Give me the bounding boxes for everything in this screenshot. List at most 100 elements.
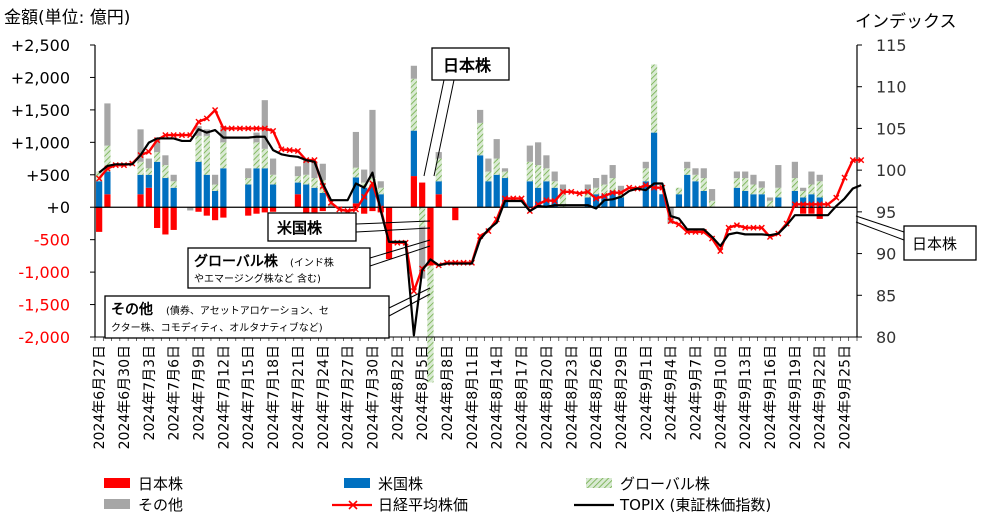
x-tick-label: 2024年7月6日 — [167, 345, 183, 440]
bar-us — [294, 182, 302, 195]
x-tick-label: 2024年9月16日 — [763, 345, 779, 449]
bar-gl — [733, 178, 741, 188]
bar-ot — [211, 174, 219, 185]
bar-gl — [750, 184, 757, 195]
bar-jp — [96, 207, 103, 232]
x-tick-label: 2024年7月24日 — [316, 345, 332, 449]
nikkei-marker — [278, 146, 285, 153]
bar-ot — [742, 171, 749, 179]
left-tick-label: +2,000 — [11, 68, 70, 87]
x-tick-label: 2024年7月21日 — [291, 345, 307, 449]
bar-ot — [170, 174, 177, 182]
bar-ot — [327, 203, 335, 208]
bar-ot — [311, 161, 318, 179]
bar-us — [303, 184, 310, 208]
bar-ot — [684, 161, 691, 169]
bar-us — [211, 191, 219, 208]
nikkei-marker — [758, 224, 765, 231]
bar-us — [253, 168, 260, 208]
nikkei-marker — [642, 182, 649, 189]
bar-us — [791, 191, 798, 208]
bar-jp — [211, 207, 219, 221]
bar-gl — [211, 184, 219, 191]
bar-ot — [410, 65, 417, 79]
bar-ot — [154, 139, 161, 153]
bar-us — [584, 197, 591, 208]
bar-gl — [361, 182, 368, 188]
bar-ot — [361, 169, 368, 183]
nikkei-marker — [667, 217, 674, 225]
bar-ot — [800, 187, 807, 191]
nikkei-marker — [170, 132, 177, 139]
bar-jp — [385, 207, 393, 260]
nikkei-marker — [336, 206, 343, 213]
left-tick-label: +0 — [46, 198, 70, 217]
bar-ot — [642, 161, 649, 169]
bar-jp — [137, 194, 144, 208]
bar-ot — [758, 181, 765, 188]
bar-ot — [245, 168, 252, 179]
bar-us — [775, 197, 782, 208]
nikkei-marker — [261, 125, 268, 132]
bar-ot — [584, 184, 591, 191]
x-tick-label: 2024年9月10日 — [713, 345, 729, 449]
bar-us — [311, 187, 318, 208]
annotation-global-sub1: (インド株 — [290, 256, 334, 269]
bar-ot — [617, 185, 625, 193]
bar-jp — [800, 207, 807, 214]
bar-gl — [410, 78, 417, 131]
bar-us — [369, 185, 376, 208]
bar-jp — [361, 207, 368, 214]
bar-jp — [410, 176, 417, 208]
bar-jp — [145, 187, 152, 208]
bar-ot — [700, 168, 707, 179]
bar-jp — [162, 207, 169, 235]
left-tick-label: -1,500 — [18, 296, 70, 315]
x-tick-label: 2024年8月29日 — [614, 345, 630, 449]
legend-item-nikkei: 日経平均株価 — [332, 496, 468, 514]
bar-us — [137, 174, 144, 195]
bar-gl — [137, 161, 144, 175]
nikkei-marker — [858, 157, 865, 164]
legend-label-gl: グローバル株 — [620, 475, 710, 493]
x-tick-label: 2024年9月25日 — [838, 345, 854, 449]
nikkei-marker — [286, 147, 293, 154]
bar-us — [700, 191, 707, 208]
bar-ot — [377, 181, 384, 188]
nikkei-marker — [361, 193, 368, 200]
bar-ot — [419, 226, 426, 279]
bar-ot — [104, 103, 111, 146]
legend-item-us: 米国株 — [344, 475, 423, 493]
nikkei-marker — [269, 127, 277, 135]
bar-ot — [261, 100, 268, 149]
bar-us — [261, 168, 268, 208]
bar-ot — [609, 165, 616, 179]
bar-us — [319, 192, 326, 208]
nikkei-marker — [228, 125, 235, 132]
bar-gl — [203, 135, 210, 175]
right-tick-label: 90 — [876, 245, 896, 264]
annotation-japan-right-label: 日本株 — [912, 235, 957, 253]
bar-gl — [170, 181, 177, 188]
bar-jp — [311, 207, 318, 213]
bar-ot — [493, 139, 500, 159]
nikkei-marker — [410, 288, 417, 295]
bar-us — [800, 197, 807, 208]
left-axis-title: 金額(単位: 億円) — [4, 8, 130, 28]
bar-gl — [154, 152, 161, 162]
nikkei-marker — [824, 201, 832, 208]
bar-us — [245, 184, 252, 208]
bar-ot — [477, 109, 484, 123]
nikkei-marker — [849, 157, 856, 164]
left-tick-label: -500 — [34, 231, 70, 250]
left-tick-label: +2,500 — [11, 36, 70, 55]
bar-ot — [501, 168, 509, 172]
nikkei-marker — [543, 197, 550, 204]
bar-gl — [559, 194, 567, 208]
right-axis-ticks: 115 110 105 100 95 90 85 80 — [857, 36, 907, 347]
bar-us — [104, 171, 111, 195]
nikkei-marker — [294, 147, 302, 155]
right-axis-title: インデックス — [855, 11, 957, 32]
bar-jp — [435, 194, 442, 208]
bar-gl — [352, 167, 360, 178]
